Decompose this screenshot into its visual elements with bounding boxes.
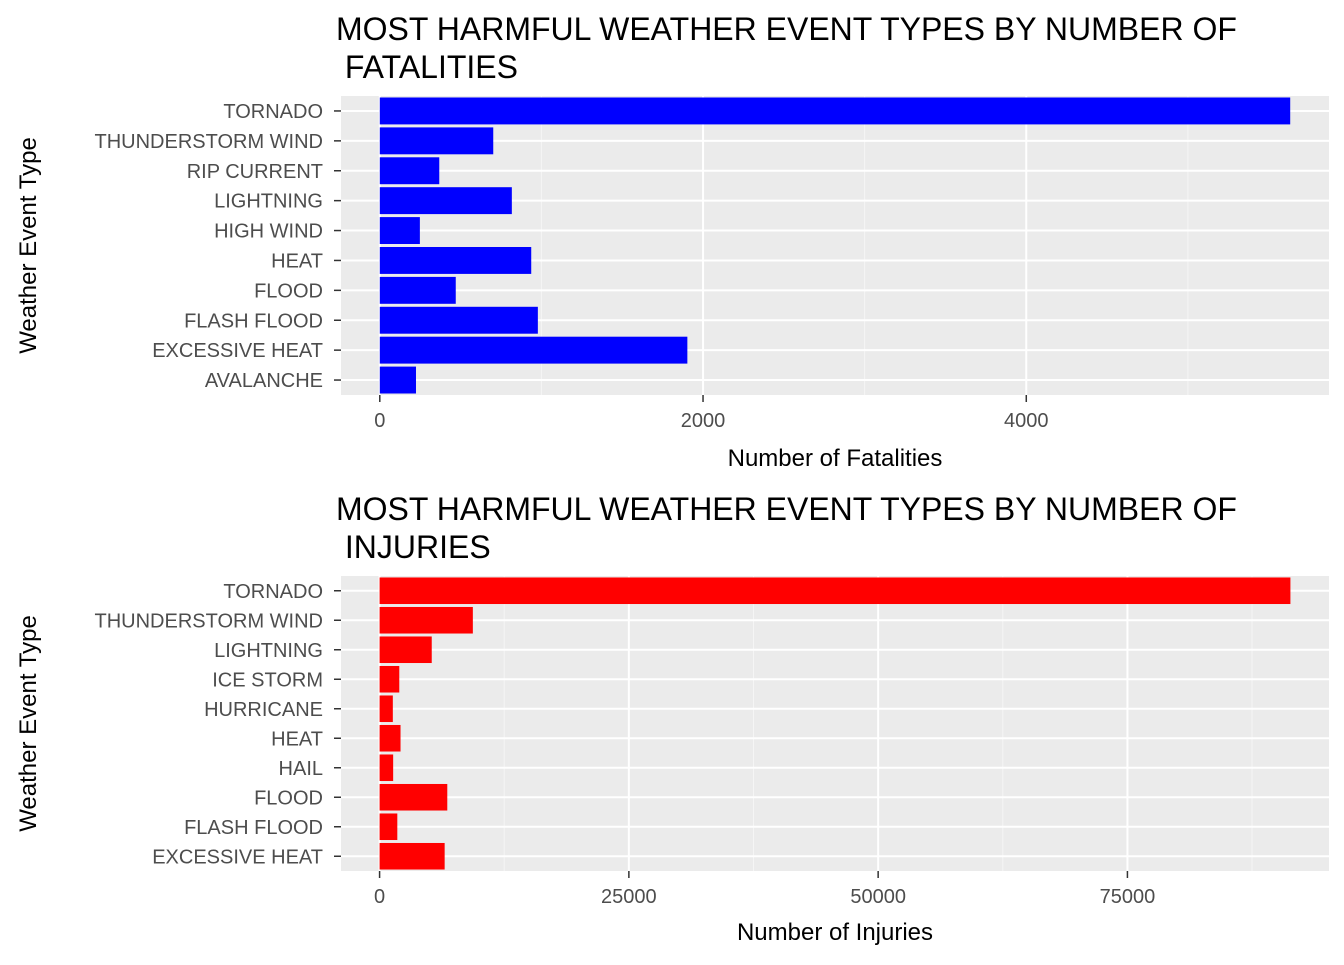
y-tick-label: EXCESSIVE HEAT [152,340,323,362]
x-tick-label: 2000 [681,410,726,432]
bar-ice-storm [379,665,400,693]
bar-flash-flood [379,306,538,334]
bar-thunderstorm-wind [379,127,494,155]
plot-panel-background [341,576,1329,871]
y-tick-label: HAIL [279,758,323,780]
bar-flood [379,276,456,304]
x-tick-label: 0 [374,410,385,432]
bar-excessive-heat [379,842,445,870]
bar-avalanche [379,366,416,394]
y-axis-title: Weather Event Type [15,137,42,354]
bar-rip-current [379,157,440,185]
y-tick-label: THUNDERSTORM WIND [94,131,323,153]
bar-hurricane [379,695,393,723]
bar-lightning [379,187,512,215]
x-tick-label: 75000 [1100,886,1156,908]
chart-title-line-2: INJURIES [336,529,491,565]
y-tick-label: THUNDERSTORM WIND [94,610,323,632]
y-tick-label: FLASH FLOOD [184,817,323,839]
y-tick-label: TORNADO [223,101,323,123]
bar-flash-flood [379,813,398,841]
bar-tornado [379,97,1291,125]
y-tick-label: HURRICANE [204,699,323,721]
y-tick-label: HEAT [271,728,323,750]
y-tick-label: LIGHTNING [214,191,323,213]
fatalities-chart: MOST HARMFUL WEATHER EVENT TYPES BY NUMB… [15,11,1329,472]
y-tick-label: FLOOD [254,280,323,302]
x-axis-title: Number of Fatalities [728,445,943,472]
x-tick-label: 50000 [850,886,906,908]
x-tick-label: 4000 [1004,410,1049,432]
bar-heat [379,246,532,274]
injuries-chart: MOST HARMFUL WEATHER EVENT TYPES BY NUMB… [15,491,1329,946]
chart-title-line-1: MOST HARMFUL WEATHER EVENT TYPES BY NUMB… [336,11,1237,47]
y-tick-label: ICE STORM [212,669,323,691]
chart-title-line-1: MOST HARMFUL WEATHER EVENT TYPES BY NUMB… [336,491,1237,527]
y-tick-label: RIP CURRENT [187,161,323,183]
y-tick-label: EXCESSIVE HEAT [152,846,323,868]
bar-tornado [379,577,1291,605]
bar-lightning [379,636,432,664]
x-tick-label: 0 [374,886,385,908]
y-tick-label: AVALANCHE [205,370,323,392]
chart-title-line-2: FATALITIES [336,49,518,85]
y-tick-label: HEAT [271,250,323,272]
y-tick-label: FLASH FLOOD [184,310,323,332]
y-tick-label: TORNADO [223,581,323,603]
y-tick-label: LIGHTNING [214,640,323,662]
x-tick-label: 25000 [601,886,657,908]
bar-heat [379,724,401,752]
bar-hail [379,754,394,782]
y-tick-label: HIGH WIND [214,221,323,243]
x-axis-title: Number of Injuries [737,919,933,946]
bar-excessive-heat [379,336,688,364]
bar-thunderstorm-wind [379,606,473,634]
bar-high-wind [379,217,420,245]
y-axis-title: Weather Event Type [15,615,42,832]
bar-flood [379,783,448,811]
y-tick-label: FLOOD [254,787,323,809]
